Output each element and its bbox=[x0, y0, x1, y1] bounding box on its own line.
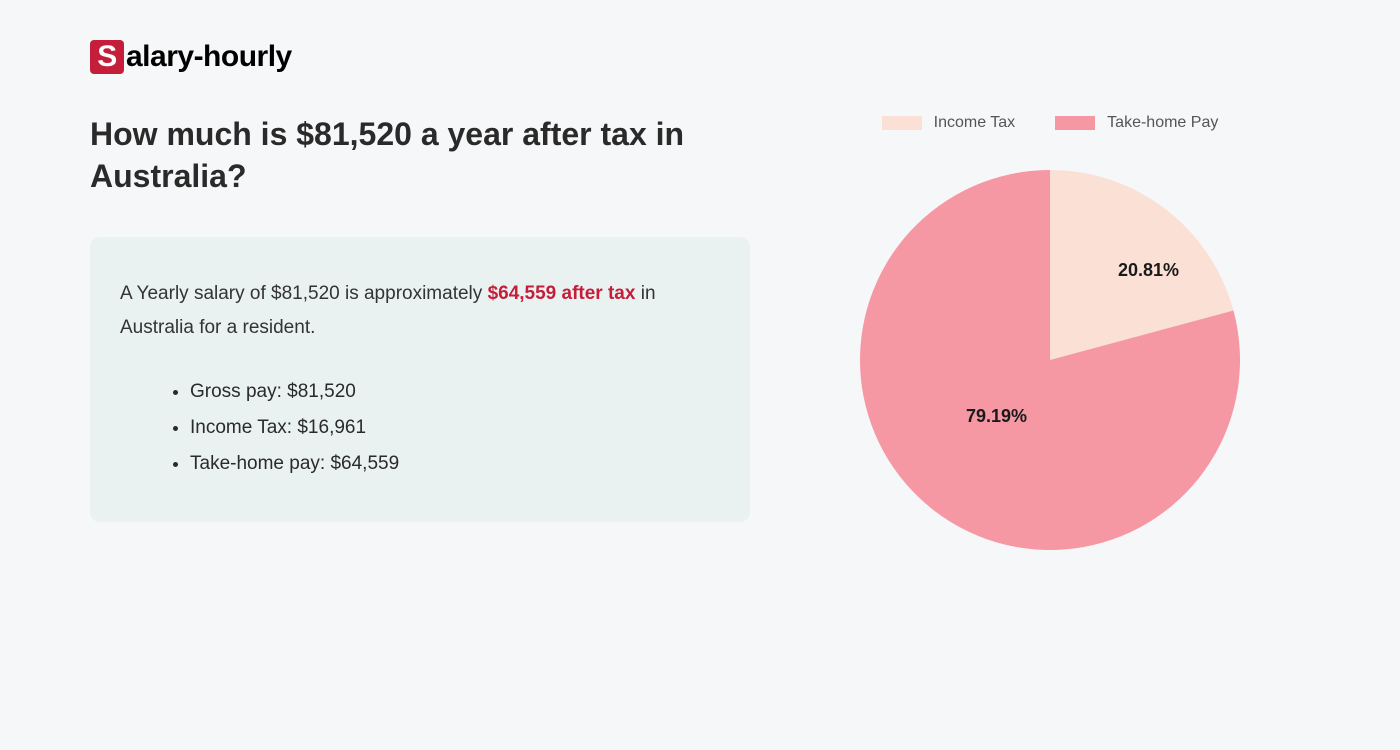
main-content: How much is $81,520 a year after tax in … bbox=[90, 114, 1310, 550]
summary-pre: A Yearly salary of $81,520 is approximat… bbox=[120, 283, 488, 304]
legend-item-take-home: Take-home Pay bbox=[1055, 114, 1218, 132]
summary-box: A Yearly salary of $81,520 is approximat… bbox=[90, 237, 750, 522]
pie-svg bbox=[860, 150, 1240, 550]
chart-legend: Income Tax Take-home Pay bbox=[882, 114, 1219, 132]
breakdown-list: Gross pay: $81,520 Income Tax: $16,961 T… bbox=[120, 374, 720, 482]
summary-highlight: $64,559 after tax bbox=[488, 283, 636, 304]
list-item: Income Tax: $16,961 bbox=[190, 410, 720, 446]
summary-sentence: A Yearly salary of $81,520 is approximat… bbox=[120, 277, 720, 345]
site-logo: Salary-hourly bbox=[90, 40, 1310, 74]
pie-slice-label: 79.19% bbox=[966, 406, 1027, 427]
page-heading: How much is $81,520 a year after tax in … bbox=[90, 114, 750, 197]
legend-label: Take-home Pay bbox=[1107, 114, 1218, 132]
legend-swatch-icon bbox=[882, 116, 922, 130]
legend-item-income-tax: Income Tax bbox=[882, 114, 1016, 132]
pie-slice-label: 20.81% bbox=[1118, 260, 1179, 281]
legend-swatch-icon bbox=[1055, 116, 1095, 130]
logo-initial-box: S bbox=[90, 40, 124, 74]
chart-column: Income Tax Take-home Pay 20.81% 79.19% bbox=[840, 114, 1260, 550]
legend-label: Income Tax bbox=[934, 114, 1016, 132]
left-column: How much is $81,520 a year after tax in … bbox=[90, 114, 750, 522]
pie-chart: 20.81% 79.19% bbox=[860, 150, 1240, 550]
logo-text: alary-hourly bbox=[126, 40, 292, 74]
list-item: Take-home pay: $64,559 bbox=[190, 446, 720, 482]
list-item: Gross pay: $81,520 bbox=[190, 374, 720, 410]
